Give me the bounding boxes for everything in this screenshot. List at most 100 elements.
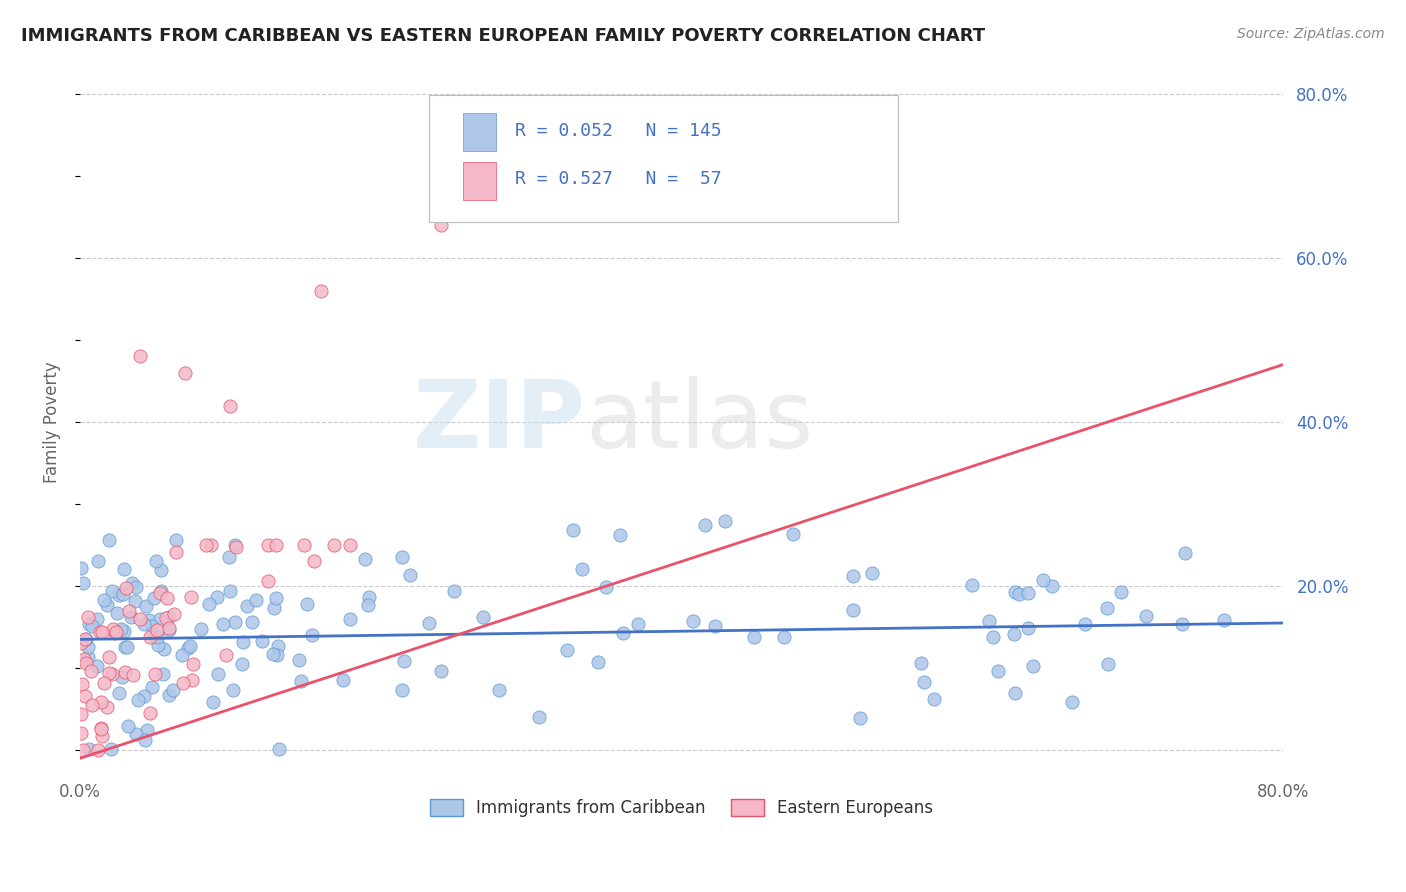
Point — [1135, 609, 1157, 624]
Point — [117, 719, 139, 733]
Point — [267, 742, 290, 756]
Point — [122, 667, 145, 681]
Point — [1060, 695, 1083, 709]
Point — [93, 592, 115, 607]
Point — [124, 594, 146, 608]
FancyBboxPatch shape — [429, 95, 898, 222]
Point — [115, 640, 138, 654]
Point — [75, 632, 97, 646]
Point — [143, 666, 166, 681]
Point — [115, 582, 138, 596]
Point — [150, 563, 173, 577]
Point — [586, 656, 609, 670]
Point — [73, 689, 96, 703]
Text: ZIP: ZIP — [412, 376, 585, 468]
Point — [571, 562, 593, 576]
Point — [77, 640, 100, 655]
Point — [70, 726, 93, 740]
Point — [101, 667, 124, 681]
Point — [264, 538, 287, 552]
Point — [322, 538, 344, 552]
Point — [1002, 627, 1025, 641]
Point — [595, 581, 617, 595]
Point — [172, 675, 194, 690]
Point — [108, 588, 131, 602]
Point — [207, 666, 229, 681]
Text: R = 0.527   N =  57: R = 0.527 N = 57 — [516, 170, 723, 188]
Point — [143, 629, 166, 643]
Point — [86, 658, 108, 673]
Point — [430, 218, 453, 232]
Point — [1032, 573, 1054, 587]
Point — [215, 648, 238, 663]
Point — [290, 673, 312, 688]
Point — [394, 655, 416, 669]
Point — [90, 723, 112, 737]
Point — [250, 634, 273, 648]
Point — [267, 639, 290, 653]
Point — [121, 575, 143, 590]
Point — [418, 615, 440, 630]
Point — [354, 552, 377, 566]
Point — [339, 538, 361, 552]
Point — [120, 610, 142, 624]
Point — [693, 518, 716, 533]
Point — [190, 622, 212, 636]
Point — [100, 742, 122, 756]
Point — [103, 622, 125, 636]
Point — [987, 664, 1010, 678]
Point — [128, 612, 150, 626]
Point — [179, 639, 201, 653]
Point — [1074, 617, 1097, 632]
Point — [194, 538, 217, 552]
Point — [90, 624, 112, 639]
Point — [82, 698, 104, 713]
Point — [134, 690, 156, 704]
Point — [1212, 613, 1234, 627]
Point — [129, 350, 152, 364]
Point — [1040, 579, 1063, 593]
Point — [73, 652, 96, 666]
Point — [104, 624, 127, 639]
Point — [149, 612, 172, 626]
Point — [391, 682, 413, 697]
Point — [86, 554, 108, 568]
FancyBboxPatch shape — [463, 162, 496, 200]
Point — [555, 642, 578, 657]
Point — [527, 709, 550, 723]
Point — [1004, 584, 1026, 599]
Point — [236, 599, 259, 613]
Point — [910, 656, 932, 670]
Point — [97, 533, 120, 547]
Point — [225, 540, 247, 554]
Point — [841, 569, 863, 583]
Point — [1095, 601, 1118, 615]
Point — [201, 695, 224, 709]
Point — [97, 649, 120, 664]
Point — [1008, 587, 1031, 601]
Point — [72, 676, 94, 690]
Point — [91, 729, 114, 743]
Point — [70, 561, 93, 575]
Point — [922, 692, 945, 706]
Point — [1017, 621, 1039, 635]
Point — [772, 630, 794, 644]
Point — [288, 653, 311, 667]
Point — [96, 699, 118, 714]
Point — [200, 538, 222, 552]
Point — [138, 706, 160, 720]
Point — [134, 733, 156, 747]
Point — [295, 598, 318, 612]
Point — [302, 554, 325, 568]
Point — [145, 554, 167, 568]
Point — [181, 673, 204, 688]
Point — [142, 591, 165, 606]
Point — [219, 399, 242, 413]
Point — [1170, 617, 1192, 632]
Point — [114, 640, 136, 654]
Point — [110, 670, 132, 684]
Point — [138, 613, 160, 627]
Point — [165, 533, 187, 547]
Point — [443, 583, 465, 598]
Point — [75, 632, 97, 646]
